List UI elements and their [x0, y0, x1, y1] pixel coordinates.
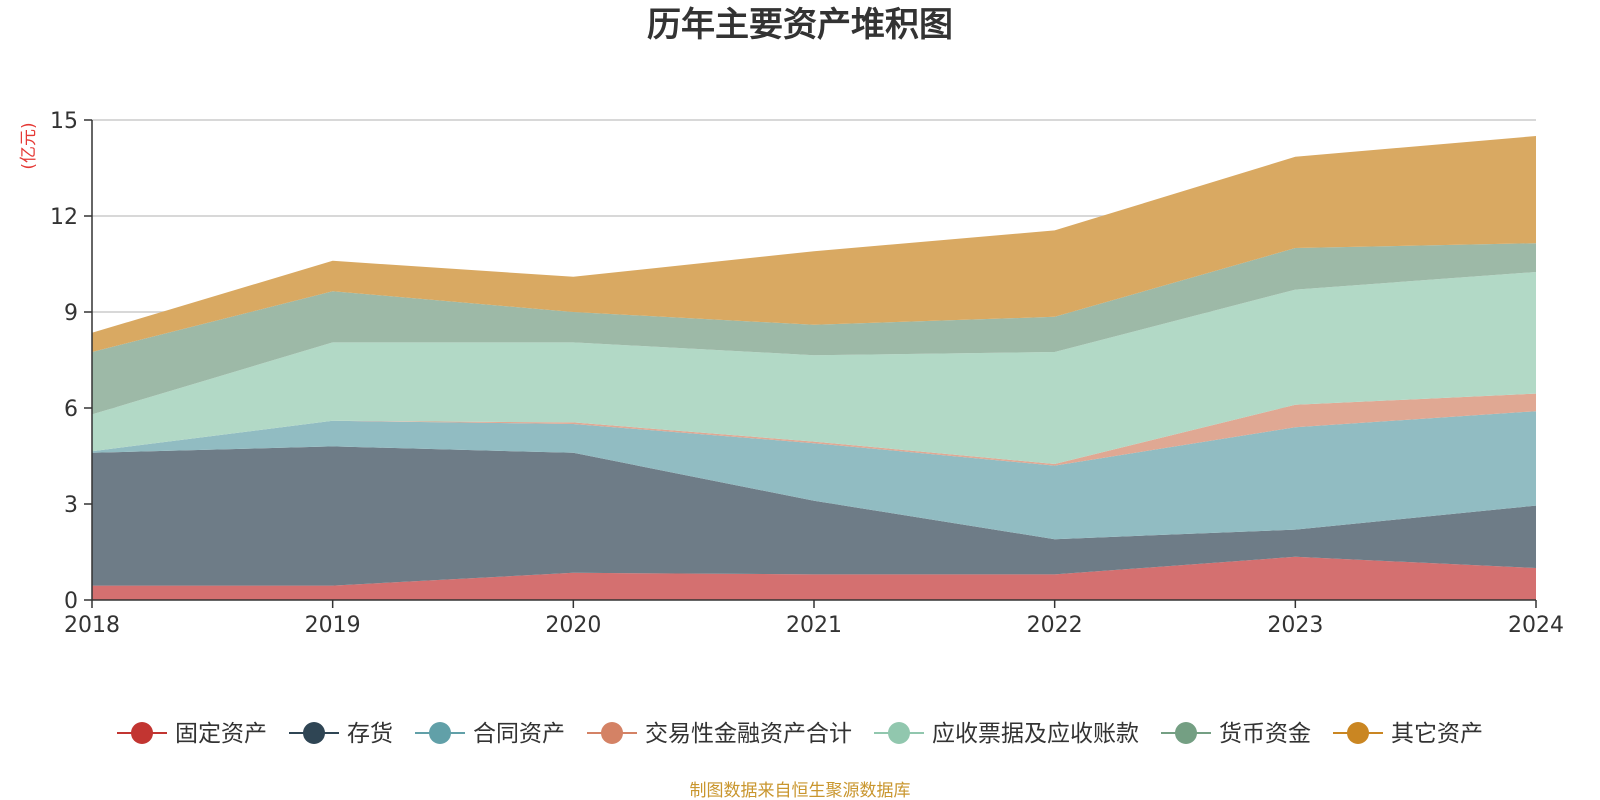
- legend-label-3: 交易性金融资产合计: [645, 721, 852, 747]
- y-axis-unit-label: (亿元): [19, 122, 39, 169]
- legend-item-6[interactable]: 其它资产: [1333, 721, 1483, 747]
- legend-marker-1: [303, 722, 325, 744]
- x-tick-label-2: 2020: [545, 613, 601, 638]
- x-tick-label-1: 2019: [305, 613, 361, 638]
- x-tick-label-3: 2021: [786, 613, 842, 638]
- area-2: [92, 411, 1536, 540]
- y-tick-label-1: 3: [64, 493, 78, 518]
- y-tick-label-2: 6: [64, 397, 78, 422]
- legend-item-2[interactable]: 合同资产: [415, 721, 565, 747]
- y-tick-label-4: 12: [50, 205, 78, 230]
- legend-label-1: 存货: [347, 721, 393, 747]
- area-6: [92, 136, 1536, 352]
- legend-label-5: 货币资金: [1219, 721, 1311, 747]
- legend[interactable]: 固定资产 存货 合同资产 交易性金融资产合计 应收票据及应收账款 货币资金 其它资产: [117, 721, 1483, 747]
- x-tick-label-5: 2023: [1267, 613, 1323, 638]
- chart-title: 历年主要资产堆积图: [647, 5, 953, 45]
- x-tick-label-0: 2018: [64, 613, 120, 638]
- axes: 0 3 6 9 12 15 2018 2019 2020 2021 2022 2023 2024: [50, 109, 1564, 638]
- legend-marker-0: [131, 722, 153, 744]
- legend-marker-6: [1347, 722, 1369, 744]
- area-series: [92, 136, 1536, 600]
- legend-item-3[interactable]: 交易性金融资产合计: [587, 721, 852, 747]
- y-tick-label-0: 0: [64, 589, 78, 614]
- legend-item-5[interactable]: 货币资金: [1161, 721, 1311, 747]
- legend-label-2: 合同资产: [473, 721, 565, 747]
- area-0: [92, 556, 1536, 600]
- area-4: [92, 272, 1536, 464]
- x-tick-label-4: 2022: [1027, 613, 1083, 638]
- x-tick-label-6: 2024: [1508, 613, 1564, 638]
- legend-marker-4: [888, 722, 910, 744]
- data-source-note: 制图数据来自恒生聚源数据库: [690, 781, 911, 800]
- legend-item-4[interactable]: 应收票据及应收账款: [874, 721, 1139, 747]
- area-3: [92, 393, 1536, 466]
- legend-item-0[interactable]: 固定资产: [117, 721, 267, 747]
- y-tick-label-5: 15: [50, 109, 78, 134]
- legend-marker-5: [1175, 722, 1197, 744]
- legend-item-1[interactable]: 存货: [289, 721, 393, 747]
- area-5: [92, 243, 1536, 415]
- legend-marker-3: [601, 722, 623, 744]
- legend-label-0: 固定资产: [175, 721, 267, 747]
- y-tick-label-3: 9: [64, 301, 78, 326]
- area-1: [92, 446, 1536, 586]
- legend-label-4: 应收票据及应收账款: [932, 721, 1139, 747]
- legend-marker-2: [429, 722, 451, 744]
- legend-label-6: 其它资产: [1391, 721, 1483, 747]
